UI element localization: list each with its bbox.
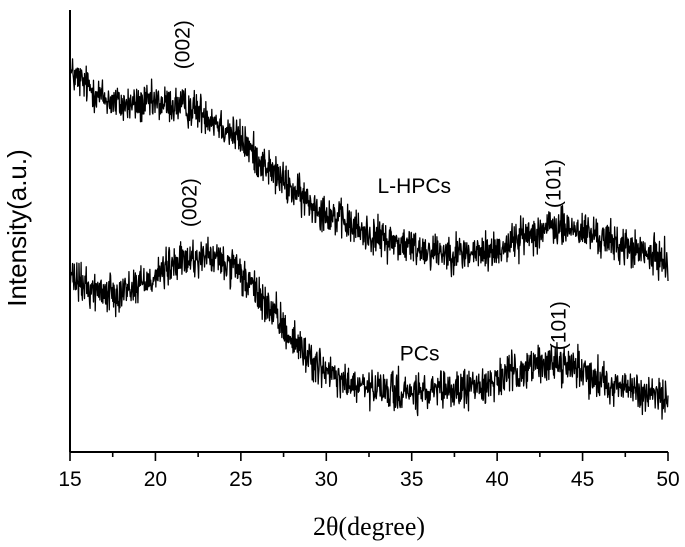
x-tick-label: 20 [144,468,167,491]
x-tick-label: 35 [400,468,423,491]
plot-area [69,58,669,420]
x-tick-label: 40 [485,468,508,491]
x-tick-label: 45 [571,468,594,491]
annotation-label: L-HPCs [378,175,452,198]
y-axis-label: Intensity(a.u.) [2,149,32,307]
x-tick-label: 25 [229,468,252,491]
annotation-label: (101) [542,159,565,208]
x-tick-label: 50 [656,468,679,491]
annotation-label: (002) [172,20,195,69]
series-line-l-hpcs [69,58,669,282]
annotation-label: PCs [400,342,440,365]
annotation-label: (002) [178,178,201,227]
annotation-label: (101) [548,301,571,350]
x-tick-label: 30 [315,468,338,491]
x-axis-ticks: 15 20 25 30 35 40 45 50 [58,452,680,491]
x-axis-label: 2θ(degree) [313,512,425,541]
x-tick-label: 15 [58,468,81,491]
series-line-pcs [69,236,669,420]
peak-annotations: (002) L-HPCs (101) (002) PCs (101) [172,20,571,365]
